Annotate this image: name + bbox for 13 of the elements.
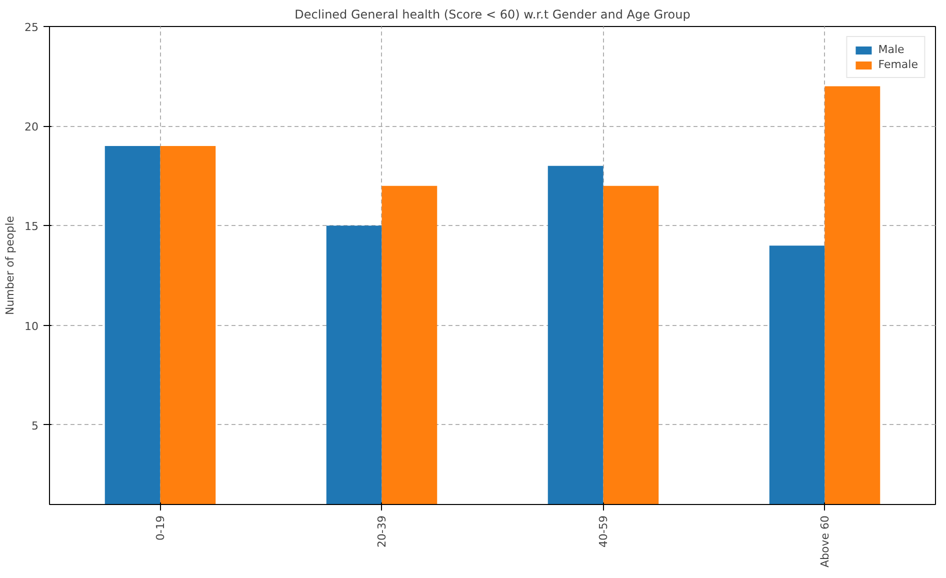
y-axis-title: Number of people	[4, 216, 17, 316]
x-tick-label: Above 60	[818, 515, 832, 568]
y-tick-label: 25	[24, 21, 39, 34]
legend-label: Male	[878, 43, 904, 56]
legend-label: Female	[878, 58, 918, 71]
y-tick-label: 5	[32, 419, 38, 432]
chart-title: Declined General health (Score < 60) w.r.t Gender and Age Group	[294, 8, 690, 22]
x-tick-label: 20-39	[375, 515, 388, 548]
y-tick-label: 10	[24, 320, 39, 333]
y-tick-label: 15	[24, 220, 39, 234]
x-tick-label: 40-59	[596, 515, 610, 548]
x-tick-label: 0-19	[154, 515, 167, 540]
y-tick-label: 20	[24, 120, 39, 134]
